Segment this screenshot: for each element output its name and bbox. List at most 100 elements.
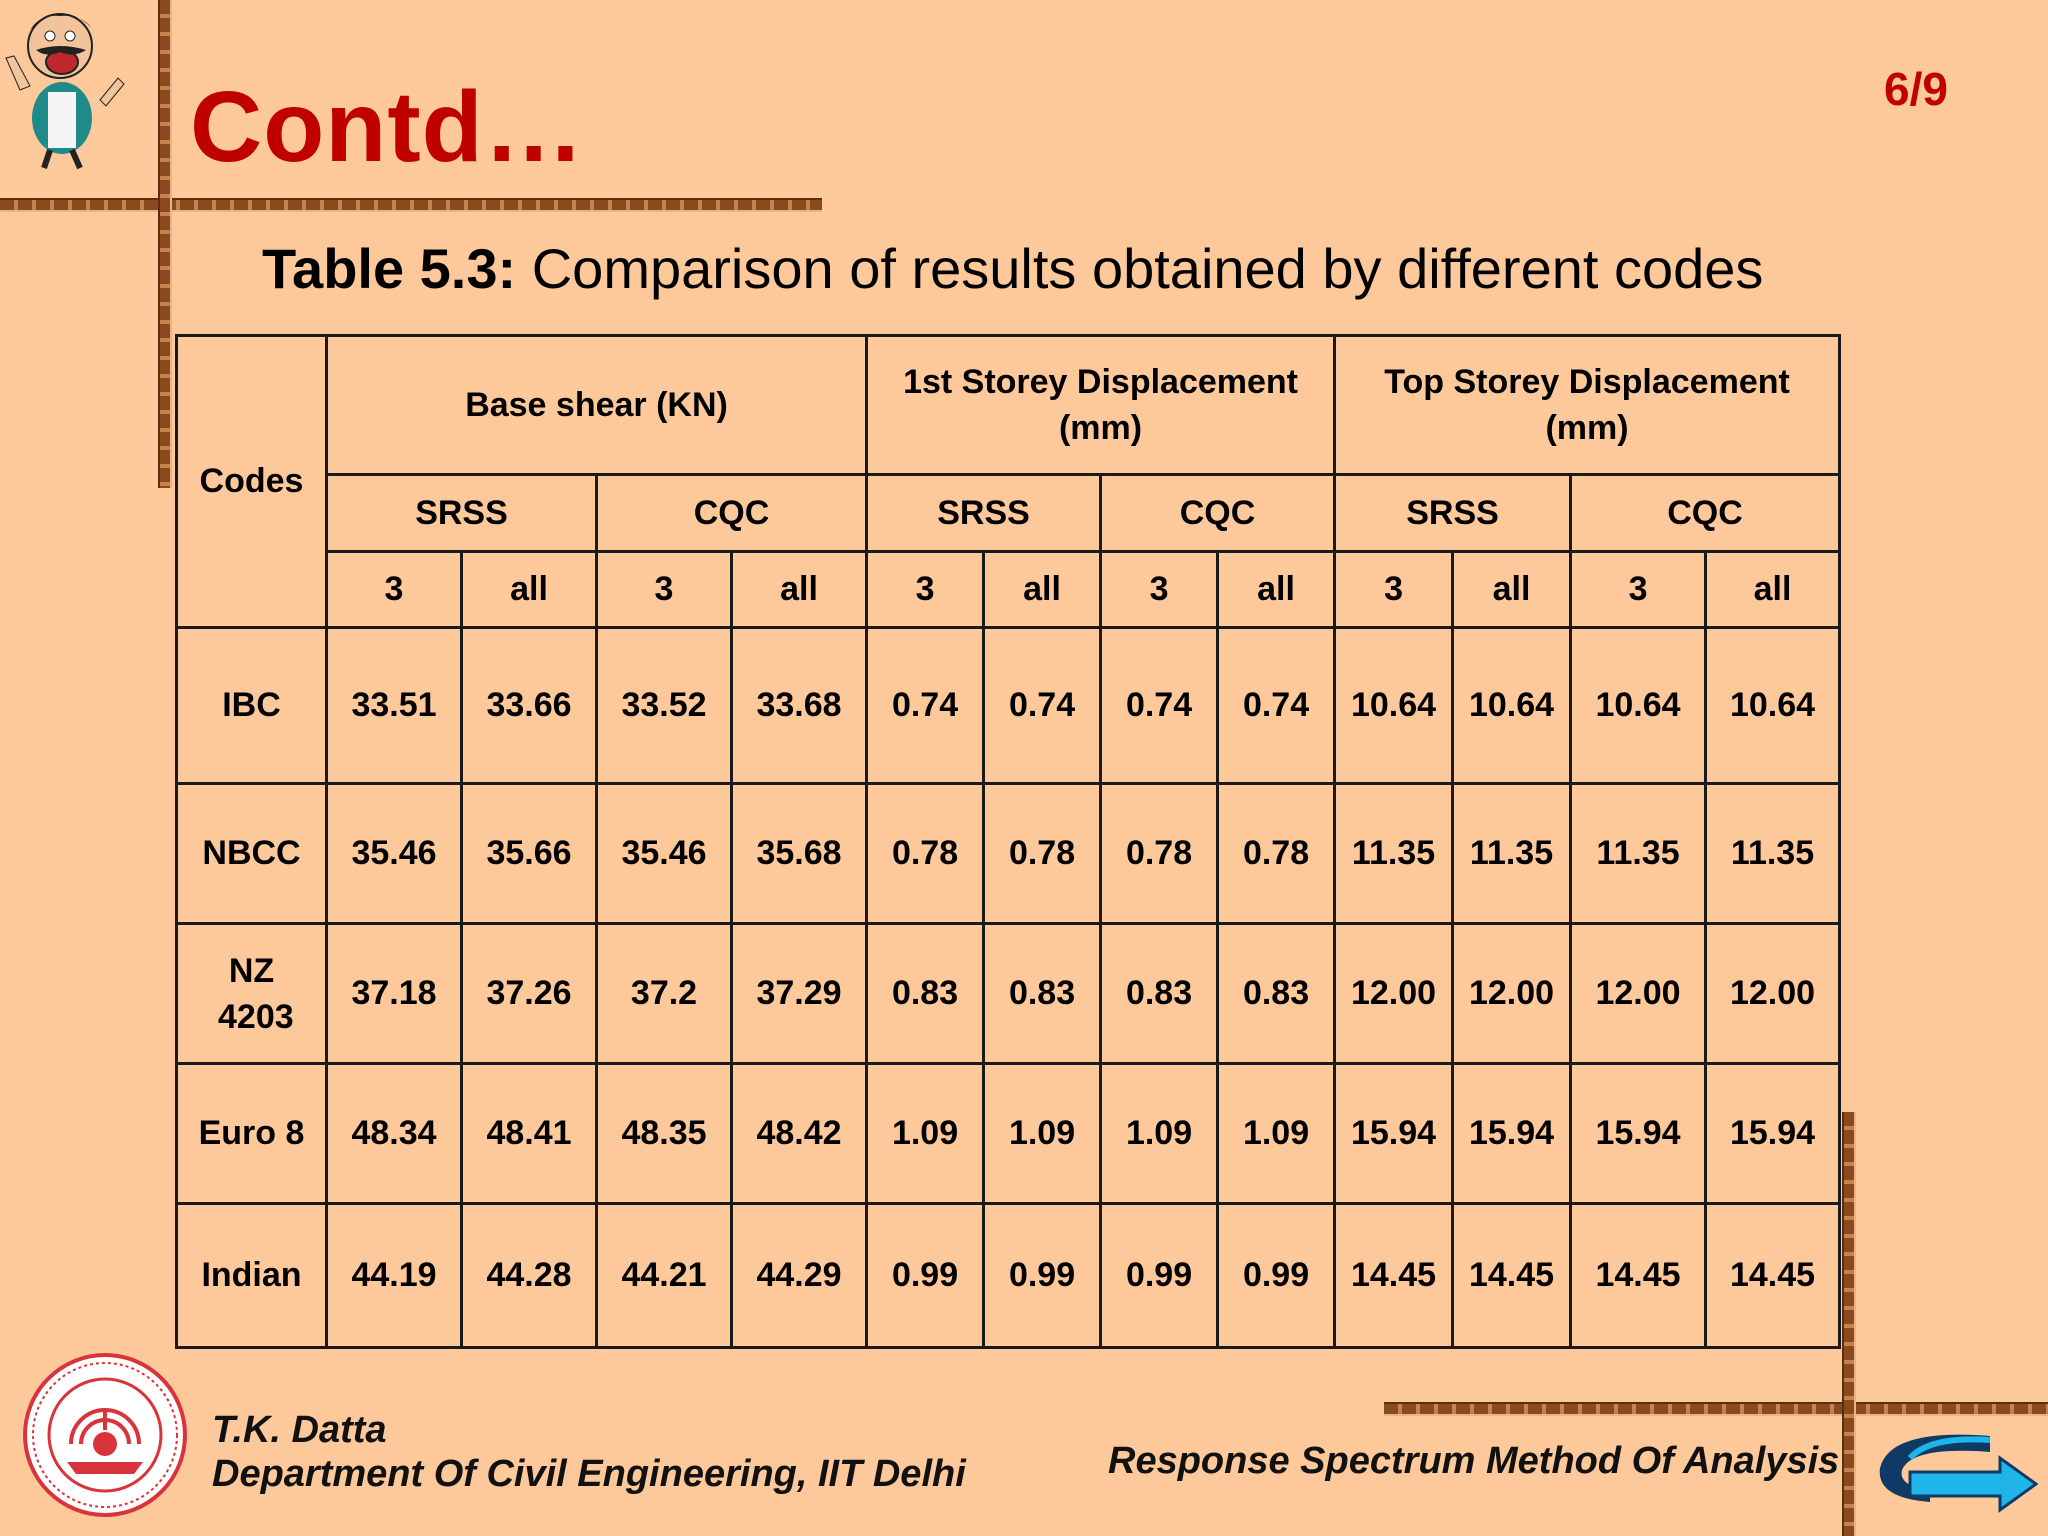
group-header: Top Storey Displacement (mm) bbox=[1333, 334, 1842, 476]
value-cell: 1.09 bbox=[982, 1062, 1103, 1205]
value-cell: 11.35 bbox=[1704, 782, 1842, 925]
author-block: T.K. Datta Department Of Civil Engineeri… bbox=[212, 1408, 966, 1496]
slide-title: Contd… bbox=[190, 71, 585, 183]
page-number: 6/9 bbox=[1884, 63, 1948, 115]
group-header: 1st Storey Displacement (mm) bbox=[865, 334, 1337, 476]
code-cell: NBCC bbox=[175, 782, 328, 925]
code-cell: NZ 4203 bbox=[175, 922, 328, 1065]
table-row: NZ 4203 37.18 37.26 37.2 37.29 0.83 0.83… bbox=[175, 922, 1842, 1065]
value-cell: 37.29 bbox=[729, 922, 869, 1065]
value-cell: 12.00 bbox=[1333, 922, 1455, 1065]
value-cell: 12.00 bbox=[1704, 922, 1842, 1065]
mode-header: 3 bbox=[1099, 550, 1220, 629]
value-cell: 0.74 bbox=[1216, 626, 1337, 785]
value-cell: 15.94 bbox=[1704, 1062, 1842, 1205]
value-cell: 33.66 bbox=[460, 626, 598, 785]
value-cell: 0.99 bbox=[982, 1202, 1103, 1349]
value-cell: 0.99 bbox=[865, 1202, 986, 1349]
method-header: CQC bbox=[1099, 473, 1337, 553]
top-rail bbox=[0, 198, 822, 212]
value-cell: 0.74 bbox=[865, 626, 986, 785]
department-name: Department Of Civil Engineering, IIT Del… bbox=[212, 1453, 966, 1495]
value-cell: 15.94 bbox=[1333, 1062, 1455, 1205]
table-row: Indian 44.19 44.28 44.21 44.29 0.99 0.99… bbox=[175, 1202, 1842, 1349]
value-cell: 0.78 bbox=[1099, 782, 1220, 925]
mode-header: 3 bbox=[1333, 550, 1455, 629]
code-cell: IBC bbox=[175, 626, 328, 785]
author-name: T.K. Datta bbox=[212, 1409, 387, 1451]
method-header: SRSS bbox=[865, 473, 1103, 553]
value-cell: 0.78 bbox=[982, 782, 1103, 925]
comparison-table: Codes Base shear (KN) 1st Storey Displac… bbox=[175, 334, 1842, 1349]
value-cell: 48.35 bbox=[595, 1062, 733, 1205]
code-cell: Indian bbox=[175, 1202, 328, 1349]
method-header: SRSS bbox=[325, 473, 598, 553]
value-cell: 35.46 bbox=[595, 782, 733, 925]
value-cell: 35.68 bbox=[729, 782, 869, 925]
value-cell: 0.99 bbox=[1099, 1202, 1220, 1349]
value-cell: 1.09 bbox=[865, 1062, 986, 1205]
value-cell: 33.68 bbox=[729, 626, 869, 785]
table-row: IBC 33.51 33.66 33.52 33.68 0.74 0.74 0.… bbox=[175, 626, 1842, 785]
value-cell: 15.94 bbox=[1569, 1062, 1708, 1205]
value-cell: 11.35 bbox=[1569, 782, 1708, 925]
value-cell: 37.18 bbox=[325, 922, 463, 1065]
value-cell: 11.35 bbox=[1333, 782, 1455, 925]
table-row: Euro 8 48.34 48.41 48.35 48.42 1.09 1.09… bbox=[175, 1062, 1842, 1205]
value-cell: 44.19 bbox=[325, 1202, 463, 1349]
value-cell: 1.09 bbox=[1216, 1062, 1337, 1205]
right-rail bbox=[1842, 1112, 1856, 1536]
value-cell: 35.66 bbox=[460, 782, 598, 925]
iit-delhi-seal-icon bbox=[23, 1353, 187, 1517]
value-cell: 0.83 bbox=[982, 922, 1103, 1065]
value-cell: 10.64 bbox=[1333, 626, 1455, 785]
code-cell: Euro 8 bbox=[175, 1062, 328, 1205]
next-arrow-icon[interactable] bbox=[1870, 1428, 2040, 1518]
value-cell: 0.74 bbox=[1099, 626, 1220, 785]
value-cell: 11.35 bbox=[1451, 782, 1573, 925]
value-cell: 10.64 bbox=[1569, 626, 1708, 785]
value-cell: 0.83 bbox=[1216, 922, 1337, 1065]
value-cell: 37.26 bbox=[460, 922, 598, 1065]
mode-header: all bbox=[1216, 550, 1337, 629]
value-cell: 37.2 bbox=[595, 922, 733, 1065]
table-row: NBCC 35.46 35.66 35.46 35.68 0.78 0.78 0… bbox=[175, 782, 1842, 925]
codes-header: Codes bbox=[175, 334, 328, 629]
method-header: SRSS bbox=[1333, 473, 1573, 553]
value-cell: 14.45 bbox=[1451, 1202, 1573, 1349]
mode-header: 3 bbox=[865, 550, 986, 629]
value-cell: 12.00 bbox=[1569, 922, 1708, 1065]
mode-header: all bbox=[729, 550, 869, 629]
table-caption: Table 5.3: Comparison of results obtaine… bbox=[262, 236, 1763, 301]
method-header: CQC bbox=[1569, 473, 1842, 553]
value-cell: 0.74 bbox=[982, 626, 1103, 785]
left-rail bbox=[158, 0, 172, 488]
value-cell: 33.51 bbox=[325, 626, 463, 785]
value-cell: 1.09 bbox=[1099, 1062, 1220, 1205]
value-cell: 48.42 bbox=[729, 1062, 869, 1205]
value-cell: 33.52 bbox=[595, 626, 733, 785]
value-cell: 0.83 bbox=[1099, 922, 1220, 1065]
mode-header: 3 bbox=[595, 550, 733, 629]
value-cell: 0.78 bbox=[865, 782, 986, 925]
value-cell: 14.45 bbox=[1569, 1202, 1708, 1349]
value-cell: 44.28 bbox=[460, 1202, 598, 1349]
value-cell: 48.41 bbox=[460, 1062, 598, 1205]
value-cell: 44.21 bbox=[595, 1202, 733, 1349]
value-cell: 44.29 bbox=[729, 1202, 869, 1349]
mode-header: all bbox=[982, 550, 1103, 629]
caption-label: Table 5.3: bbox=[262, 237, 517, 300]
cartoon-mascot-icon bbox=[5, 13, 125, 170]
value-cell: 0.78 bbox=[1216, 782, 1337, 925]
mode-header: all bbox=[1451, 550, 1573, 629]
value-cell: 0.83 bbox=[865, 922, 986, 1065]
mode-header: 3 bbox=[325, 550, 463, 629]
value-cell: 0.99 bbox=[1216, 1202, 1337, 1349]
value-cell: 10.64 bbox=[1451, 626, 1573, 785]
group-header: Base shear (KN) bbox=[324, 334, 869, 476]
value-cell: 48.34 bbox=[325, 1062, 463, 1205]
value-cell: 35.46 bbox=[325, 782, 463, 925]
mode-header: 3 bbox=[1569, 550, 1708, 629]
value-cell: 12.00 bbox=[1451, 922, 1573, 1065]
bottom-rail bbox=[1384, 1402, 2048, 1416]
